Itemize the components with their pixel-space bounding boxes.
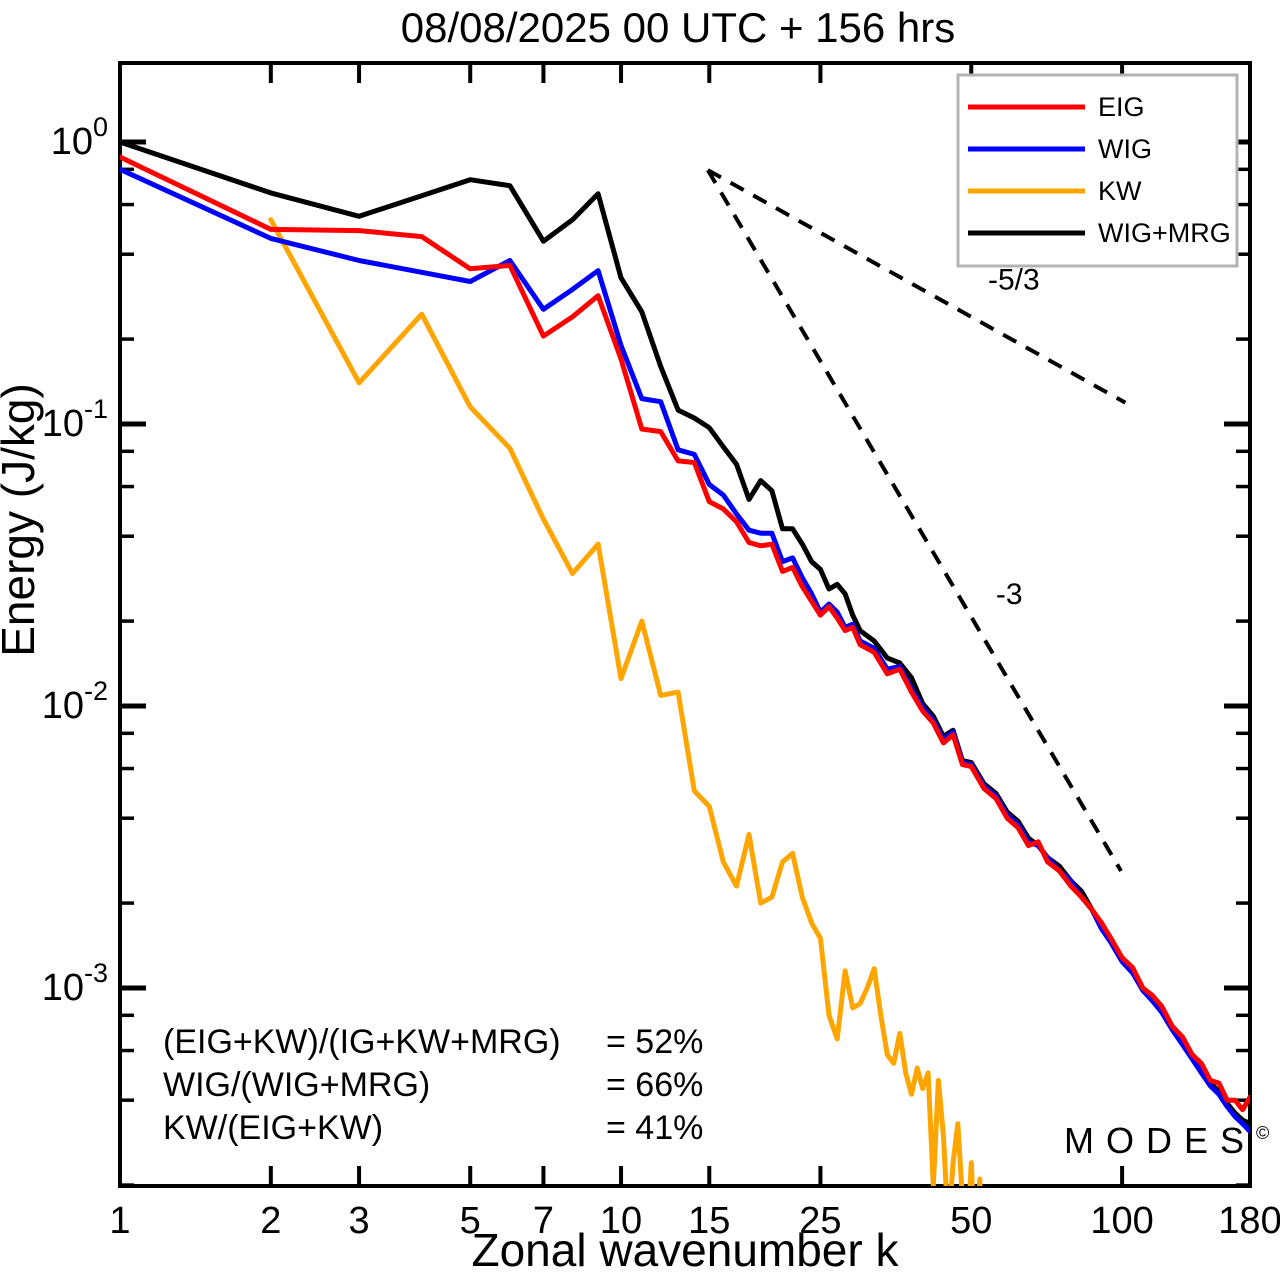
x-tick-label: 7 bbox=[533, 1200, 554, 1242]
x-tick-label: 1 bbox=[109, 1200, 130, 1242]
ratio-value: = 52% bbox=[606, 1023, 703, 1061]
y-axis-title: Energy (J/kg) bbox=[0, 383, 44, 657]
slope-line--5-3 bbox=[706, 168, 1127, 405]
x-axis-title: Zonal wavenumber k bbox=[472, 1224, 900, 1276]
ratio-expr: (EIG+KW)/(IG+KW+MRG) bbox=[163, 1023, 561, 1061]
y-tick-label: 10-1 bbox=[42, 394, 108, 445]
y-tick-label: 100 bbox=[51, 112, 108, 163]
ratio-expr: KW/(EIG+KW) bbox=[163, 1109, 383, 1147]
legend: EIG WIG KW WIG+MRG bbox=[956, 73, 1239, 268]
axes-frame bbox=[118, 61, 1252, 1188]
series-eig bbox=[120, 154, 1250, 1113]
series-wig bbox=[120, 166, 1250, 1134]
ratio-expr: WIG/(WIG+MRG) bbox=[163, 1066, 430, 1104]
x-tick-label: 15 bbox=[688, 1200, 730, 1242]
plot-area bbox=[120, 139, 1250, 1186]
x-tick-label: 100 bbox=[1090, 1200, 1153, 1242]
series-wig-mrg bbox=[120, 139, 1250, 1127]
slope-line--3 bbox=[706, 169, 1123, 872]
ratio-value: = 41% bbox=[606, 1109, 703, 1147]
y-tick-label: 10-2 bbox=[42, 676, 108, 727]
x-axis: 1 2 3 5 7 10 15 25 50 100 180 bbox=[109, 63, 1280, 1242]
x-tick-label: 10 bbox=[600, 1200, 642, 1242]
x-tick-label: 3 bbox=[348, 1200, 369, 1242]
modes-watermark: MODES© bbox=[1064, 1120, 1269, 1161]
legend-label-kw: KW bbox=[1098, 176, 1142, 206]
x-tick-label: 180 bbox=[1218, 1200, 1280, 1242]
y-axis: 100 10-1 10-2 10-3 bbox=[42, 112, 1250, 1187]
y-tick-label: 10-3 bbox=[42, 958, 108, 1009]
x-tick-label: 2 bbox=[260, 1200, 281, 1242]
x-tick-label: 5 bbox=[460, 1200, 481, 1242]
ratio-value: = 66% bbox=[606, 1066, 703, 1104]
x-tick-label: 50 bbox=[950, 1200, 992, 1242]
plot-frame bbox=[118, 61, 1252, 1188]
slope-label--3: -3 bbox=[996, 578, 1023, 611]
slope-label--5-3: -5/3 bbox=[988, 263, 1040, 296]
reference-slope-lines: -5/3 -3 bbox=[706, 168, 1127, 872]
legend-label-wig: WIG bbox=[1098, 134, 1152, 164]
chart-title: 08/08/2025 00 UTC + 156 hrs bbox=[401, 4, 956, 51]
series-kw bbox=[268, 217, 983, 1186]
x-tick-label: 25 bbox=[799, 1200, 841, 1242]
ratio-annotations: (EIG+KW)/(IG+KW+MRG) = 52% WIG/(WIG+MRG) = … bbox=[163, 1023, 703, 1147]
legend-label-wig-mrg: WIG+MRG bbox=[1098, 218, 1231, 248]
legend-label-eig: EIG bbox=[1098, 92, 1145, 122]
